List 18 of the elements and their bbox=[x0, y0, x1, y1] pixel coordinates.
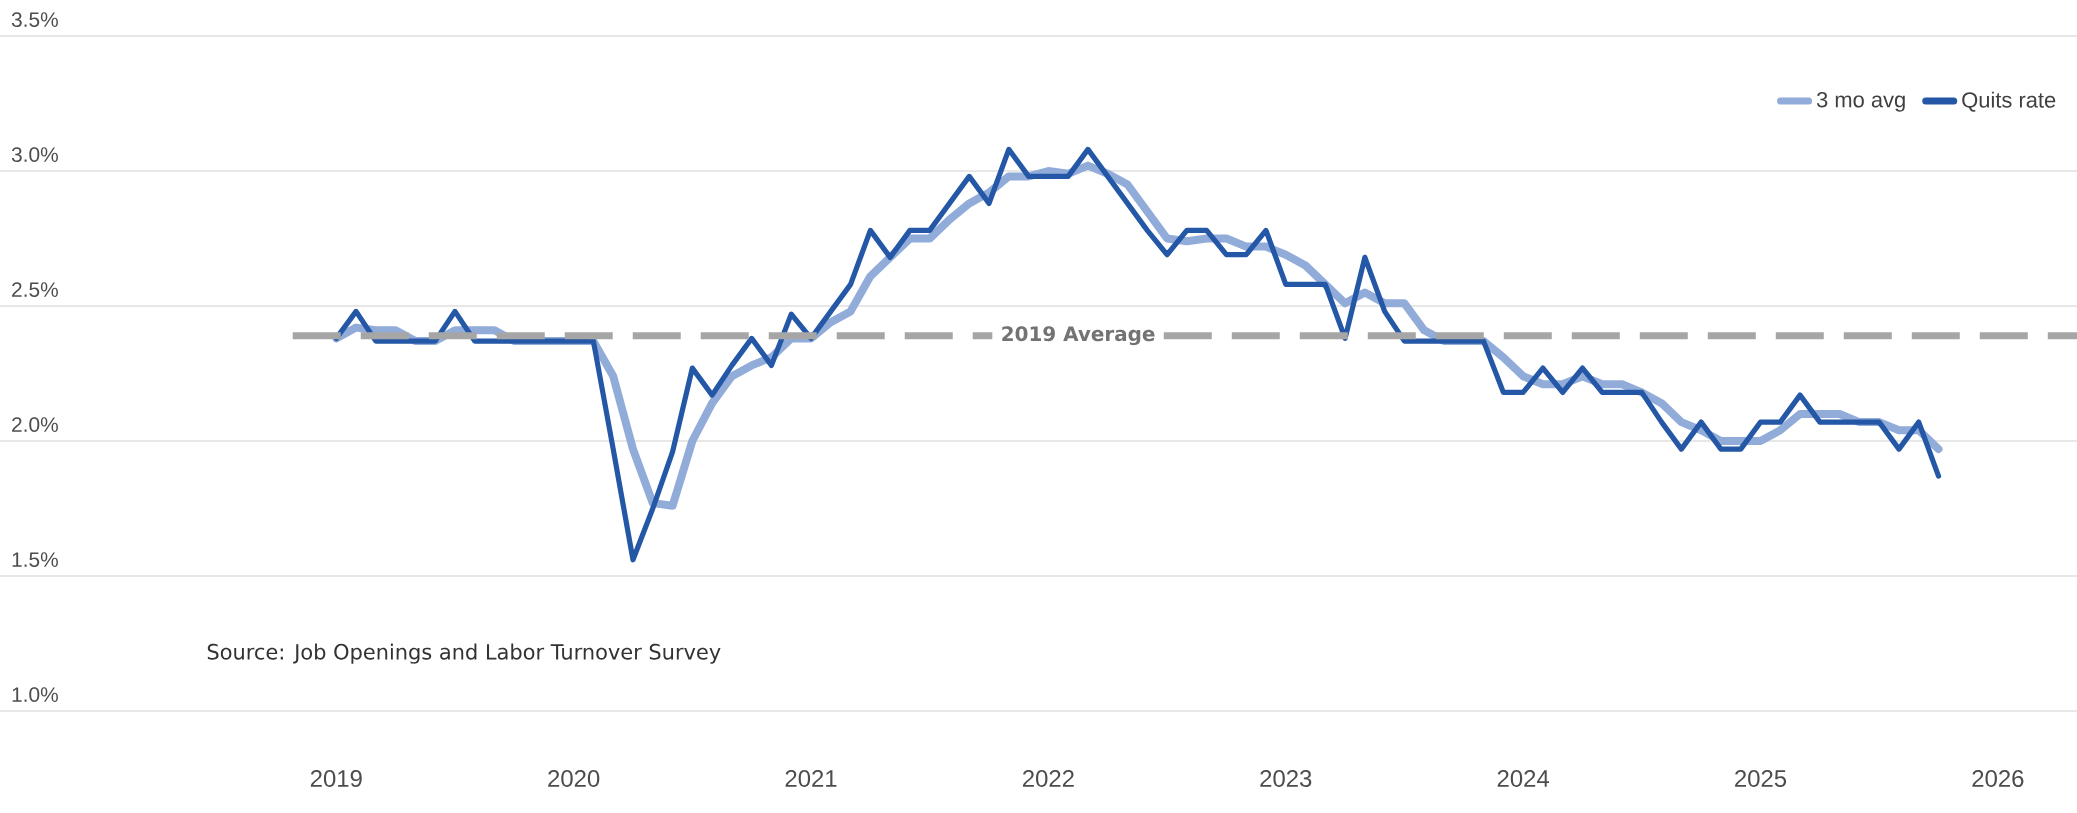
x-tick-label: 2020 bbox=[548, 770, 600, 787]
y-tick-label: 1.0% bbox=[12, 687, 58, 702]
x-tick-label: 2023 bbox=[1260, 770, 1312, 787]
legend-label: Quits rate bbox=[1962, 91, 2056, 112]
y-tick-label: 3.5% bbox=[11, 12, 58, 27]
y-tick-label: 1.5% bbox=[12, 552, 58, 567]
x-tick-label: 2024 bbox=[1497, 770, 1549, 787]
x-tick-label: 2019 bbox=[310, 770, 362, 787]
annotation: Source: Job Openings and Labor Turnover Survey bbox=[207, 643, 721, 664]
legend-label: 3 mo avg bbox=[1816, 91, 1905, 112]
ref-line-label: 2019 Average bbox=[1002, 326, 1155, 346]
y-tick-label: 3.0% bbox=[11, 147, 58, 162]
x-tick-label: 2025 bbox=[1735, 770, 1787, 787]
y-tick-label: 2.5% bbox=[12, 282, 58, 297]
x-tick-label: 2026 bbox=[1972, 770, 2024, 787]
x-tick-label: 2022 bbox=[1022, 770, 1074, 787]
x-tick-label: 2021 bbox=[785, 770, 837, 787]
y-tick-label: 2.0% bbox=[12, 417, 58, 432]
